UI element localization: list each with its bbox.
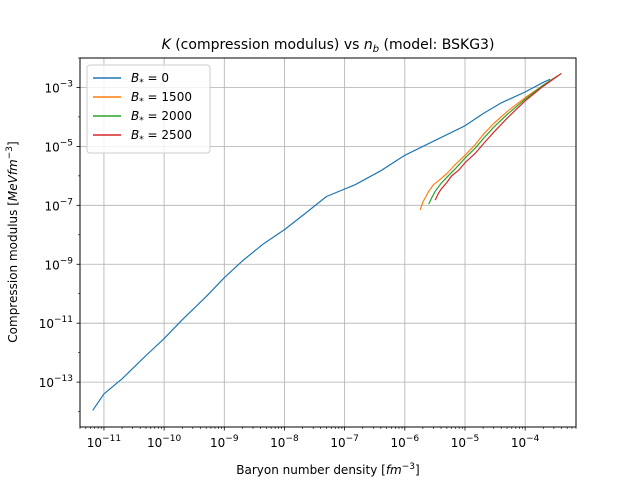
legend-label-2: B* = 2000 xyxy=(131,109,192,126)
y-tick-label: 10−5 xyxy=(44,138,73,154)
y-tick-label: 10−7 xyxy=(44,197,73,213)
series-line-2 xyxy=(428,75,559,205)
legend-frame xyxy=(86,64,211,154)
y-tick-label: 10−3 xyxy=(44,79,73,95)
series-line-0 xyxy=(92,78,551,411)
series-layer xyxy=(92,72,562,411)
y-tick-label: 10−11 xyxy=(39,315,73,331)
legend-label-1: B* = 1500 xyxy=(131,90,192,107)
y-tick-label: 10−13 xyxy=(39,374,73,390)
x-axis-label-close: ] xyxy=(415,463,420,477)
x-tick-label: 10−5 xyxy=(451,434,480,450)
y-axis-label-text: Compression modulus [ xyxy=(6,201,20,343)
chart-title: K (compression modulus) vs nb (model: BS… xyxy=(162,37,495,55)
y-axis-label-exp: −3 xyxy=(5,146,15,159)
x-tick-label: 10−8 xyxy=(270,434,299,450)
x-axis-label-text: Baryon number density [ xyxy=(236,463,386,477)
x-tick-label: 10−7 xyxy=(330,434,359,450)
y-tick-label: 10−9 xyxy=(44,256,73,272)
title-sub: b xyxy=(373,44,379,55)
x-tick-label: 10−6 xyxy=(391,434,420,450)
legend-label-0: B* = 0 xyxy=(131,71,169,88)
x-axis-label: Baryon number density [fm−3] xyxy=(236,462,419,477)
x-tick-label: 10−10 xyxy=(147,434,182,450)
x-tick-label: 10−9 xyxy=(210,434,239,450)
legend-label-3: B* = 2500 xyxy=(131,128,192,145)
plot-frame xyxy=(79,57,577,428)
title-middle: (compression modulus) vs xyxy=(171,37,364,53)
y-axis-label-close: ] xyxy=(6,141,20,146)
title-k: K xyxy=(162,37,173,53)
y-axis-label: Compression modulus [MeVfm−3] xyxy=(5,141,20,342)
series-line-1 xyxy=(419,75,559,211)
title-end: (model: BSKG3) xyxy=(379,37,494,53)
legend-items: B* = 0 B* = 1500 B* = 2000 B* = 2500 xyxy=(93,71,192,145)
series-line-3 xyxy=(434,72,562,201)
legend: B* = 0 B* = 1500 B* = 2000 B* = 2500 xyxy=(86,64,211,154)
x-tick-label: 10−11 xyxy=(87,434,121,450)
ticks: 10−11 10−10 10−9 10−8 10−7 10−6 10−5 10−4 10−13 1… xyxy=(39,57,577,450)
x-axis-label-unit: fm xyxy=(386,463,402,477)
title-n: n xyxy=(364,37,373,53)
x-axis-label-exp: −3 xyxy=(402,462,415,472)
x-tick-label: 10−4 xyxy=(511,434,540,450)
y-axis-label-unit: MeVfm xyxy=(6,159,20,201)
